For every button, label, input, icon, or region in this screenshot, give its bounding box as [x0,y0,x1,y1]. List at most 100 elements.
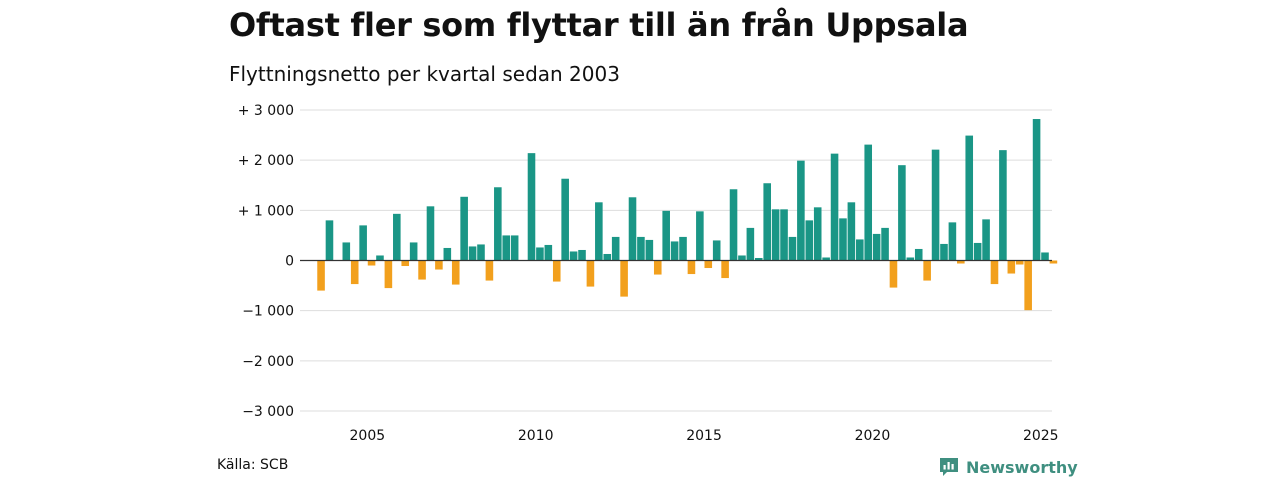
bar [780,209,788,261]
x-tick-label: 2005 [350,428,386,444]
bar [376,255,384,261]
brand-name: Newsworthy [966,457,1078,477]
bar [603,253,612,261]
bar [965,135,974,261]
bar [1041,252,1049,261]
bar [999,150,1007,261]
bar [856,239,864,261]
bar [830,153,839,261]
bar [1024,260,1032,311]
bar [763,183,771,261]
brand-logo: Newsworthy [938,455,1078,479]
bar [342,242,351,261]
bar [788,236,797,261]
y-tick-label: + 2 000 [238,153,294,169]
bar [712,240,721,261]
bar [325,220,334,261]
bar [721,260,729,279]
bar [872,233,881,261]
bar [443,247,452,261]
bar [494,187,502,261]
bar [653,260,662,275]
bar [418,260,426,280]
y-tick-label: 0 [285,254,294,270]
bar [536,247,544,261]
bar [611,236,620,261]
bar [637,236,645,261]
bar [401,260,410,267]
gridlines [300,109,1052,412]
bar [797,160,805,261]
bar [687,260,696,275]
bar [586,260,595,287]
bar [527,153,536,261]
bar [359,225,367,261]
bar [847,202,856,261]
y-tick-label: −1 000 [242,304,294,320]
bar [460,196,468,261]
bar [957,260,965,264]
y-tick-label: −2 000 [242,354,294,370]
bar [754,257,763,261]
bar [477,244,485,261]
bar [822,257,830,261]
bar [931,149,940,261]
bar [679,236,687,261]
bar [906,257,915,261]
bar [839,218,847,261]
bar [881,227,889,261]
bar [350,260,359,285]
bar [729,189,738,261]
bar [578,249,586,261]
y-axis-tick-labels: + 3 000 + 2 000 + 1 000 0 −1 000 −2 000 −3 000 [238,103,294,420]
bar [645,239,654,261]
x-tick-label: 2025 [1023,428,1059,444]
bar [1049,260,1058,264]
bar [628,197,637,261]
bar [552,260,561,282]
bar [409,242,418,261]
bar [485,260,494,281]
bar [704,260,713,269]
bar [595,202,603,261]
bar [1032,119,1041,261]
bar [696,211,704,261]
chart-subtitle: Flyttningsnetto per kvartal sedan 2003 [229,62,620,86]
bar [973,242,982,261]
bar [738,255,746,261]
bar [982,219,990,261]
bar [805,220,814,261]
source-label: Källa: SCB [217,457,289,473]
bar [544,244,553,261]
bar [813,207,822,261]
chart-title: Oftast fler som flyttar till än från Upp… [229,6,969,44]
bar [864,144,873,261]
bar [468,246,477,261]
bar [561,178,569,261]
bar [426,206,435,261]
bar [569,251,578,261]
x-tick-label: 2010 [518,428,554,444]
bar [662,210,670,261]
bar [1015,260,1024,265]
bar [670,241,679,261]
bar [898,165,906,261]
y-tick-label: −3 000 [242,404,294,420]
y-tick-label: + 1 000 [238,203,294,219]
bar [510,235,519,261]
bar [746,227,755,261]
bar [940,243,948,261]
bar [990,260,999,285]
bar [502,235,511,261]
newsworthy-logo-icon [940,458,958,476]
bar [889,260,898,288]
bar [948,222,957,261]
x-tick-label: 2015 [686,428,722,444]
y-tick-label: + 3 000 [238,103,294,119]
bar [914,248,923,261]
bars [317,119,1058,311]
bar [317,260,325,291]
bar [771,209,780,261]
x-axis-tick-labels: 2005 2010 2015 2020 2025 [350,428,1059,444]
